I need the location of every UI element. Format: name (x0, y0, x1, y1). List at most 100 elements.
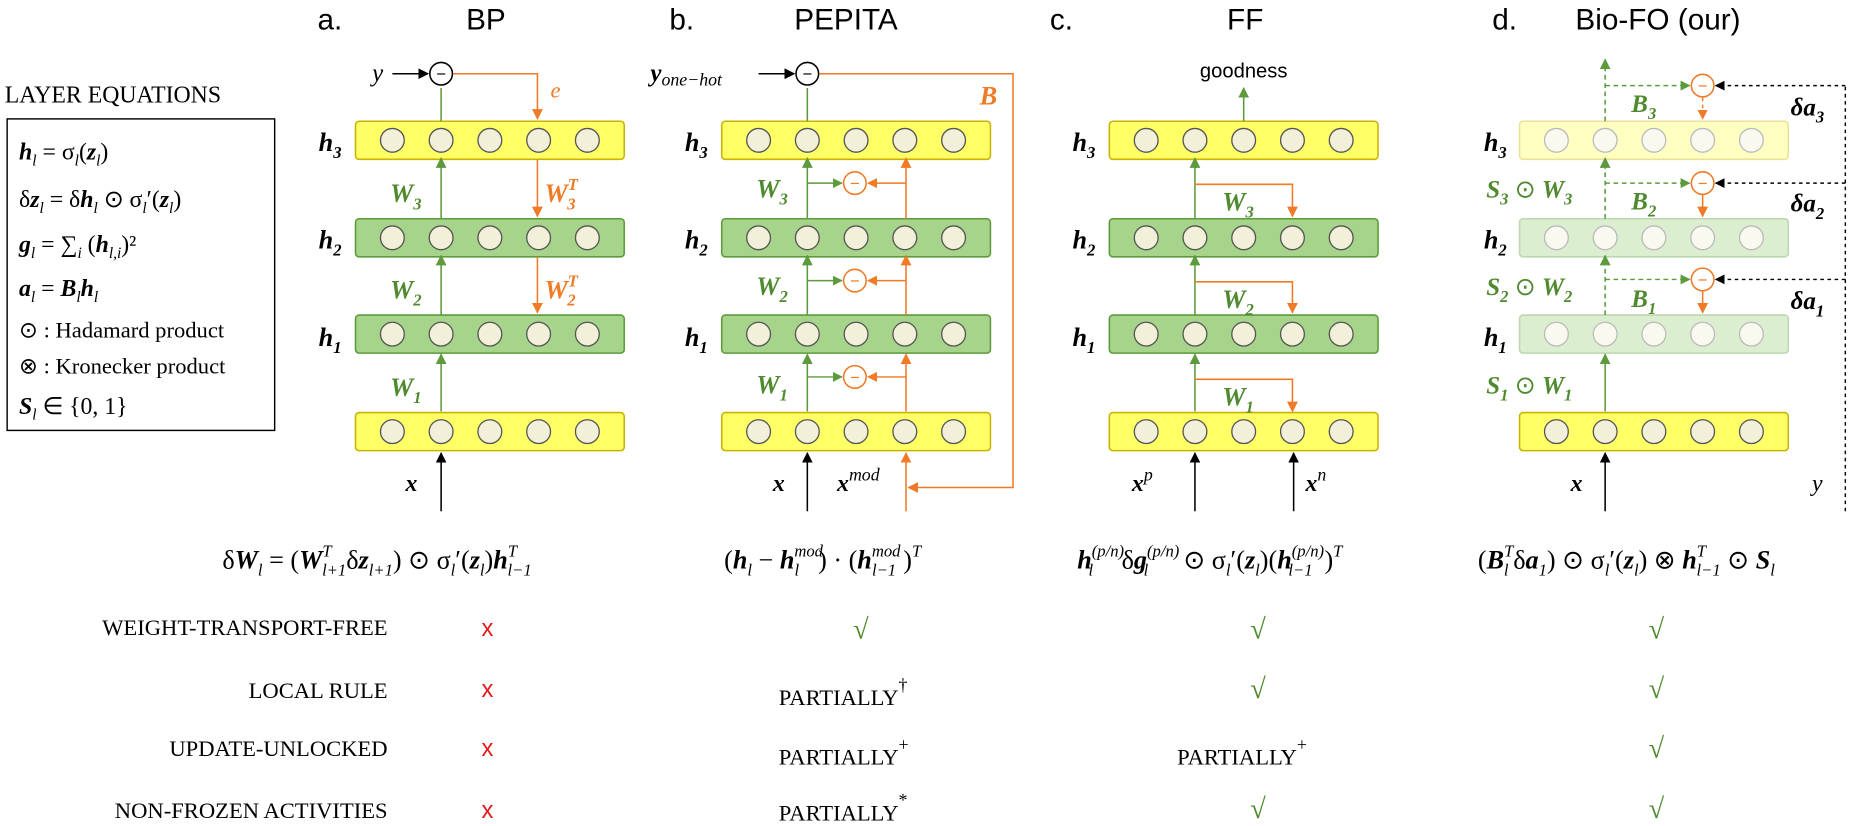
neuron-node (574, 225, 600, 251)
label-delta-a2: δa2 (1791, 191, 1825, 223)
neuron-node (892, 225, 918, 251)
panel-b-title: PEPITA (794, 4, 898, 37)
label-B1: B1 (1630, 286, 1656, 318)
layer-input-pepita (720, 411, 992, 452)
label-goodness: goodness (1200, 60, 1288, 82)
svg-text:−: − (436, 65, 446, 84)
layer-h2-bp (354, 218, 625, 258)
label-y-onehot: yone−hot (647, 60, 723, 90)
neuron-node (379, 225, 405, 251)
layer-h3-biofo (1518, 120, 1790, 161)
neuron-node (1133, 419, 1159, 445)
neuron-node (477, 127, 503, 153)
panel-c-letter: c. (1050, 4, 1073, 37)
property-name-3: NON-FROZEN ACTIVITIES (115, 798, 388, 823)
cell-biofo-0: √ (1648, 614, 1664, 645)
update-rule-pepita: (hl − hmod l) · (hmod l−1)T (724, 541, 923, 579)
label-w3-pepita: W3 (756, 174, 788, 208)
panel-a-title: BP (466, 4, 506, 37)
label-B2: B2 (1630, 188, 1656, 220)
neuron-node (1543, 419, 1569, 445)
neuron-node (428, 127, 454, 153)
label-B-pepita: B (979, 82, 997, 111)
neuron-node (428, 419, 454, 445)
panel-ff: goodness W3 W2 W1 xp xn (1131, 60, 1327, 512)
neuron-node (379, 419, 405, 445)
neuron-node (1738, 225, 1764, 251)
neuron-node (1231, 321, 1257, 347)
label-xn: xn (1305, 464, 1327, 497)
layer-h1-ff (1108, 314, 1379, 354)
panel-d-title: Bio-FO (our) (1575, 4, 1740, 37)
layer-equations: LAYER EQUATIONS hl = σl(zl) δzl = δhl ⊙ … (5, 82, 276, 432)
label-x-bp: x (404, 471, 417, 497)
error-node-bp (429, 61, 454, 86)
neuron-node (574, 321, 600, 347)
label-s1w1: S1 ⊙ W1 (1486, 373, 1572, 405)
layer-h2-biofo (1518, 218, 1790, 258)
layer-input-ff (1108, 411, 1379, 452)
neuron-node (941, 419, 967, 445)
neuron-node (746, 127, 772, 153)
neuron-node (1543, 321, 1569, 347)
neuron-node (1182, 419, 1208, 445)
label-w3-ff: W3 (1222, 187, 1254, 221)
neuron-node (892, 127, 918, 153)
neuron-node (428, 321, 454, 347)
update-rule-biofo: (BT l δa1) ⊙ σl′(zl) ⊗ hT l−1 ⊙ Sl (1478, 541, 1775, 579)
neuron-node (379, 127, 405, 153)
neuron-node (794, 225, 820, 251)
label-h2-bp: h2 (319, 226, 342, 260)
eq-projection: al = Blhl (19, 276, 98, 306)
label-h3-biofo: h3 (1484, 128, 1507, 162)
neuron-node (1641, 321, 1667, 347)
cell-ff-1: √ (1250, 674, 1266, 705)
eq-activation: hl = σl(zl) (19, 139, 108, 169)
label-h2-ff: h2 (1072, 226, 1095, 260)
neuron-node (477, 321, 503, 347)
layer-labels: h3 h2 h1 h3 h2 h1 h3 h2 h1 h3 h2 h1 (319, 128, 1507, 357)
neuron-node (1641, 127, 1667, 153)
cell-ff-3: √ (1250, 794, 1266, 825)
svg-text:−: − (850, 174, 860, 193)
difference-node-1: − (807, 364, 907, 389)
neuron-node (1641, 419, 1667, 445)
layer-h2-ff (1108, 218, 1379, 258)
neuron-node (746, 419, 772, 445)
neuron-node (794, 419, 820, 445)
label-w2-pepita: W2 (756, 272, 788, 306)
cell-biofo-3: √ (1648, 794, 1664, 825)
label-w1-pepita: W1 (756, 371, 788, 405)
label-w2t-bp: WT 2 (545, 272, 579, 310)
neuron-node (526, 321, 552, 347)
label-h2-pepita: h2 (685, 226, 708, 260)
label-h1-pepita: h1 (685, 323, 708, 357)
svg-text:−: − (850, 272, 860, 291)
label-x-mod: xmod (836, 464, 880, 497)
neuron-node (574, 127, 600, 153)
neuron-node (1690, 419, 1716, 445)
neuron-node (1279, 225, 1305, 251)
neuron-node (1279, 127, 1305, 153)
label-w2-ff: W2 (1222, 285, 1254, 319)
neuron-node (746, 321, 772, 347)
feedback-node-1: − (1690, 267, 1715, 314)
neuron-node (428, 225, 454, 251)
label-y-biofo: y (1810, 471, 1823, 497)
neuron-node (1231, 225, 1257, 251)
feedback-node-3: − (1690, 73, 1715, 120)
layer-h2-pepita (720, 218, 992, 258)
cell-biofo-2: √ (1648, 733, 1664, 764)
label-delta-a3: δa3 (1791, 94, 1825, 126)
panel-b-letter: b. (669, 4, 694, 37)
property-name-1: LOCAL RULE (249, 678, 388, 703)
cell-bp-3: x (482, 797, 494, 824)
neuron-node (1543, 225, 1569, 251)
layer-input-biofo (1518, 411, 1790, 452)
panel-c-title: FF (1227, 4, 1263, 37)
neuron-node (1543, 127, 1569, 153)
neuron-node (1328, 225, 1354, 251)
neuron-node (892, 419, 918, 445)
neuron-node (574, 419, 600, 445)
